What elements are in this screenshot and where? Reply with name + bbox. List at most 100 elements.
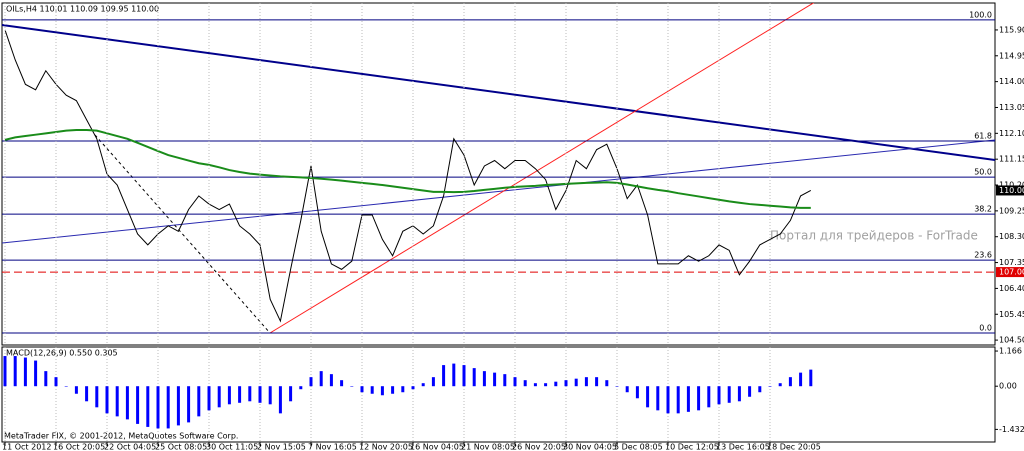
- macd-bar: [482, 371, 486, 387]
- macd-bar: [85, 386, 89, 402]
- trend-line: [269, 3, 815, 334]
- macd-bar: [309, 377, 313, 387]
- x-tick-label: 5 Dec 08:05: [614, 443, 663, 451]
- macd-panel: [1, 346, 996, 443]
- x-tick-label: 7 Nov 16:05: [308, 443, 357, 451]
- x-tick-label: 30 Oct 11:05: [206, 443, 258, 451]
- macd-bar: [3, 356, 7, 387]
- macd-bar: [197, 386, 201, 417]
- macd-bar: [340, 380, 344, 387]
- macd-bar: [248, 386, 252, 402]
- macd-bar: [401, 386, 405, 393]
- macd-bar: [299, 386, 303, 390]
- macd-bar: [350, 386, 354, 387]
- macd-bar: [136, 386, 140, 424]
- macd-bar: [564, 380, 568, 387]
- x-tick-label: 18 Dec 20:05: [767, 443, 821, 451]
- macd-bar: [95, 386, 99, 408]
- macd-bar: [268, 386, 272, 405]
- y-tick-label: 114.95: [999, 51, 1024, 60]
- alert-label: 107.00: [999, 268, 1024, 277]
- y-tick-label: 113.05: [999, 103, 1024, 112]
- macd-bar: [452, 363, 456, 387]
- y-tick-label: 111.15: [999, 155, 1024, 164]
- macd-bar: [13, 356, 17, 387]
- x-tick-label: 16 Oct 20:05: [53, 443, 105, 451]
- trend-line: [2, 24, 995, 161]
- macd-bar: [666, 386, 670, 414]
- macd-bar: [809, 369, 813, 387]
- macd-bar: [595, 377, 599, 387]
- macd-bar: [105, 386, 109, 414]
- macd-bar: [411, 386, 415, 390]
- macd-bar: [360, 386, 364, 393]
- macd-bar: [23, 357, 27, 387]
- copyright: MetaTrader FIX, © 2001-2012, MetaQuotes …: [4, 432, 238, 441]
- macd-bar: [778, 383, 782, 387]
- macd-bar: [523, 380, 527, 387]
- y-tick-label: 0.00: [999, 382, 1017, 391]
- macd-bar: [431, 377, 435, 387]
- macd-bar: [799, 372, 803, 387]
- macd-bar: [727, 386, 731, 403]
- fib-label: 100.0: [969, 10, 992, 19]
- fib-label: 38.2: [974, 205, 992, 214]
- macd-bar: [717, 386, 721, 405]
- y-tick-label: 108.30: [999, 232, 1024, 241]
- macd-bar: [74, 386, 78, 394]
- macd-bar: [646, 386, 650, 408]
- macd-bar: [748, 386, 752, 397]
- macd-bar: [64, 386, 68, 387]
- y-tick-label: 106.40: [999, 284, 1024, 293]
- macd-bar: [54, 377, 58, 387]
- plot-area: [2, 19, 995, 334]
- macd-bar: [258, 386, 262, 403]
- macd-bar: [513, 377, 517, 387]
- y-tick-label: 114.00: [999, 77, 1024, 86]
- macd-bar: [278, 386, 282, 414]
- macd-bar: [207, 386, 211, 411]
- macd-bar: [584, 377, 588, 387]
- macd-bar: [146, 386, 150, 427]
- watermark: Портал для трейдеров - ForTrade: [770, 229, 978, 243]
- macd-bar: [533, 383, 537, 387]
- macd-bar: [34, 360, 38, 387]
- x-tick-label: 12 Nov 20:05: [359, 443, 413, 451]
- fib-label: 61.8: [974, 131, 992, 140]
- alert-box: [996, 267, 1024, 278]
- macd-bar: [758, 386, 762, 393]
- x-tick-label: 21 Nov 08:05: [461, 443, 515, 451]
- price-box: [996, 185, 1024, 196]
- macd-bar: [421, 383, 425, 387]
- y-tick-label: 104.50: [999, 336, 1024, 345]
- macd-bar: [227, 386, 231, 405]
- macd-bar: [187, 386, 191, 423]
- macd-bar: [635, 386, 639, 399]
- x-tick-label: 16 Nov 04:05: [410, 443, 464, 451]
- series-line: [4, 129, 811, 209]
- macd-bar: [462, 365, 466, 387]
- macd-bar: [319, 371, 323, 387]
- macd-bar: [380, 386, 384, 396]
- macd-bar: [676, 386, 680, 414]
- macd-bar: [737, 386, 741, 402]
- fib-label: 23.6: [974, 251, 992, 260]
- price-label: 110.00: [999, 186, 1024, 195]
- macd-bar: [707, 386, 711, 408]
- fib-base-line: [94, 134, 271, 334]
- macd-bar: [44, 371, 48, 387]
- x-tick-label: 13 Dec 16:05: [716, 443, 770, 451]
- macd-bar: [156, 386, 160, 429]
- macd-bar: [176, 386, 180, 426]
- macd-bar: [217, 386, 221, 408]
- macd-bar: [503, 374, 507, 387]
- price-panel: [1, 2, 996, 346]
- y-tick-label: -1.432: [999, 425, 1024, 434]
- x-tick-label: 11 Oct 2012: [2, 443, 51, 451]
- macd-bar: [125, 386, 129, 420]
- macd-bar: [554, 381, 558, 387]
- x-tick-label: 30 Nov 04:05: [563, 443, 617, 451]
- y-tick-label: 109.25: [999, 206, 1024, 215]
